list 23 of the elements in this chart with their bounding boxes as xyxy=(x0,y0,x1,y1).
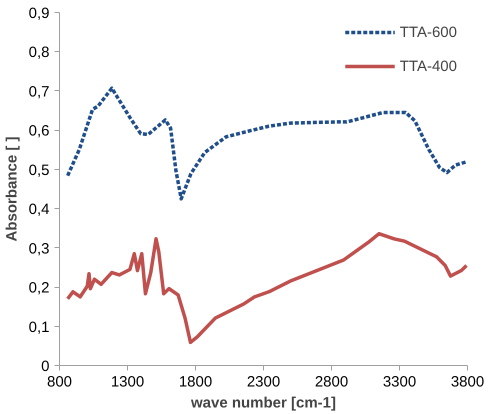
x-tick-label: 2300 xyxy=(246,374,280,390)
legend-label: TTA-600 xyxy=(400,24,457,40)
x-tick-label: 2800 xyxy=(314,374,348,390)
x-tick-label: 1800 xyxy=(178,374,212,390)
y-tick-label: 0,3 xyxy=(28,240,50,258)
y-tick-label: 0,7 xyxy=(28,83,50,100)
y-tick-label: 0,5 xyxy=(28,162,50,179)
y-tick-label: 0,1 xyxy=(28,318,50,336)
y-tick-label: 0,2 xyxy=(28,280,50,297)
y-tick-label: 0,9 xyxy=(28,5,50,22)
line-series xyxy=(66,232,468,344)
x-tick-label: 800 xyxy=(46,374,72,390)
y-axis-title: Absorbance [ ] xyxy=(4,136,21,242)
legend-label: TTA-400 xyxy=(400,58,457,74)
x-tick-label: 3300 xyxy=(382,374,416,390)
y-tick-label: 0 xyxy=(41,358,50,375)
y-tick-label: 0,8 xyxy=(28,44,50,62)
y-tick-label: 0,6 xyxy=(28,122,50,140)
line-series xyxy=(66,86,468,201)
x-tick-label: 3800 xyxy=(450,374,484,390)
y-tick-label: 0,4 xyxy=(28,201,50,218)
x-axis-title: wave number [cm-1] xyxy=(190,394,336,412)
x-tick-label: 1300 xyxy=(110,374,144,390)
